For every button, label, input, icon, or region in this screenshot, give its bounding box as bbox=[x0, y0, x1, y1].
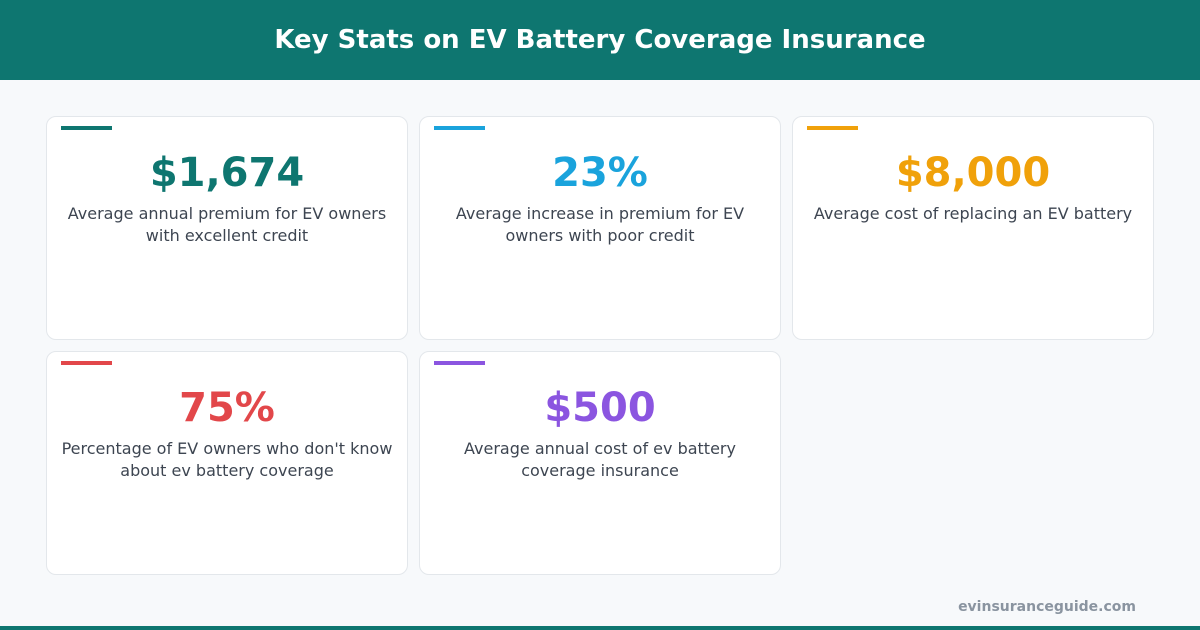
stat-card: $8,000 Average cost of replacing an EV ba… bbox=[792, 116, 1154, 340]
stat-description: Average increase in premium for EV owner… bbox=[455, 204, 745, 245]
header: Key Stats on EV Battery Coverage Insuran… bbox=[0, 0, 1200, 80]
stat-value: 23% bbox=[552, 150, 648, 196]
accent-bar bbox=[807, 126, 858, 130]
accent-bar bbox=[434, 126, 485, 130]
stat-card: $1,674 Average annual premium for EV owne… bbox=[46, 116, 408, 340]
stat-card: 23% Average increase in premium for EV ow… bbox=[419, 116, 781, 340]
card-grid: $1,674 Average annual premium for EV owne… bbox=[46, 116, 1154, 575]
stat-card: $500 Average annual cost of ev battery co… bbox=[419, 351, 781, 575]
stat-value: $1,674 bbox=[149, 150, 305, 196]
stat-value: $8,000 bbox=[895, 150, 1051, 196]
source: evinsuranceguide.com bbox=[958, 599, 1136, 615]
accent-bar bbox=[61, 361, 112, 365]
stat-description: Percentage of EV owners who don't know a… bbox=[61, 439, 393, 480]
stat-description: Average annual cost of ev battery covera… bbox=[464, 439, 736, 480]
accent-bar bbox=[61, 126, 112, 130]
stat-value: $500 bbox=[544, 385, 656, 431]
stat-description: Average annual premium for EV owners wit… bbox=[67, 204, 387, 245]
accent-bar bbox=[434, 361, 485, 365]
bottom-line bbox=[0, 626, 1200, 630]
stat-card: 75% Percentage of EV owners who don't kno… bbox=[46, 351, 408, 575]
stat-value: 75% bbox=[179, 385, 275, 431]
stat-description: Average cost of replacing an EV battery bbox=[813, 204, 1133, 223]
